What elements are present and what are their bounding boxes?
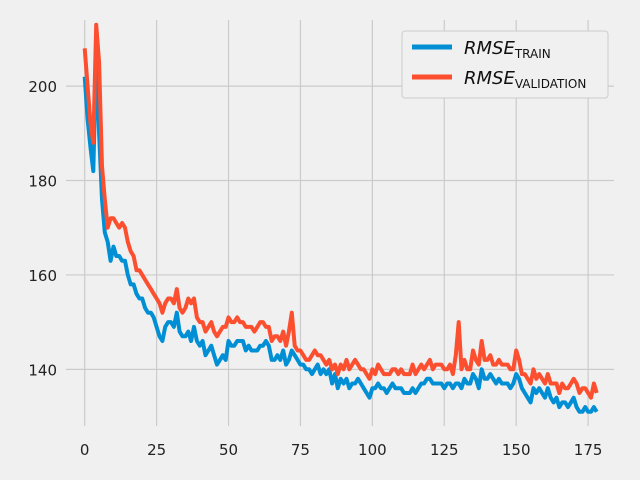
x-tick-label: 50: [219, 441, 238, 459]
x-tick-label: 0: [80, 441, 90, 459]
legend-main-train: RMSE: [464, 38, 515, 59]
series-line-validation: [82, 22, 599, 400]
x-tick-label: 150: [502, 441, 531, 459]
y-tick-label: 200: [28, 78, 57, 96]
legend-label-train: RMSETRAIN: [464, 38, 551, 61]
series-line-train: [82, 51, 599, 414]
legend-main-validation: RMSE: [464, 68, 515, 89]
series-lines: [82, 22, 599, 414]
legend-sub-train: TRAIN: [514, 47, 551, 61]
x-tick-label: 25: [147, 441, 166, 459]
x-axis-ticks: 0 25 50 75 100 125 150 175: [80, 441, 603, 459]
legend-sub-validation: VALIDATION: [515, 77, 586, 91]
x-tick-label: 75: [291, 441, 310, 459]
legend: RMSETRAIN RMSEVALIDATION: [401, 30, 609, 99]
legend-label-validation: RMSEVALIDATION: [464, 68, 586, 91]
y-tick-label: 160: [28, 267, 57, 285]
x-tick-label: 175: [574, 441, 603, 459]
y-axis-ticks: 140 160 180 200: [28, 78, 57, 379]
y-tick-label: 140: [28, 361, 57, 379]
y-tick-label: 180: [28, 173, 57, 191]
x-tick-label: 125: [430, 441, 459, 459]
x-tick-label: 100: [358, 441, 387, 459]
legend-box: [401, 30, 609, 99]
